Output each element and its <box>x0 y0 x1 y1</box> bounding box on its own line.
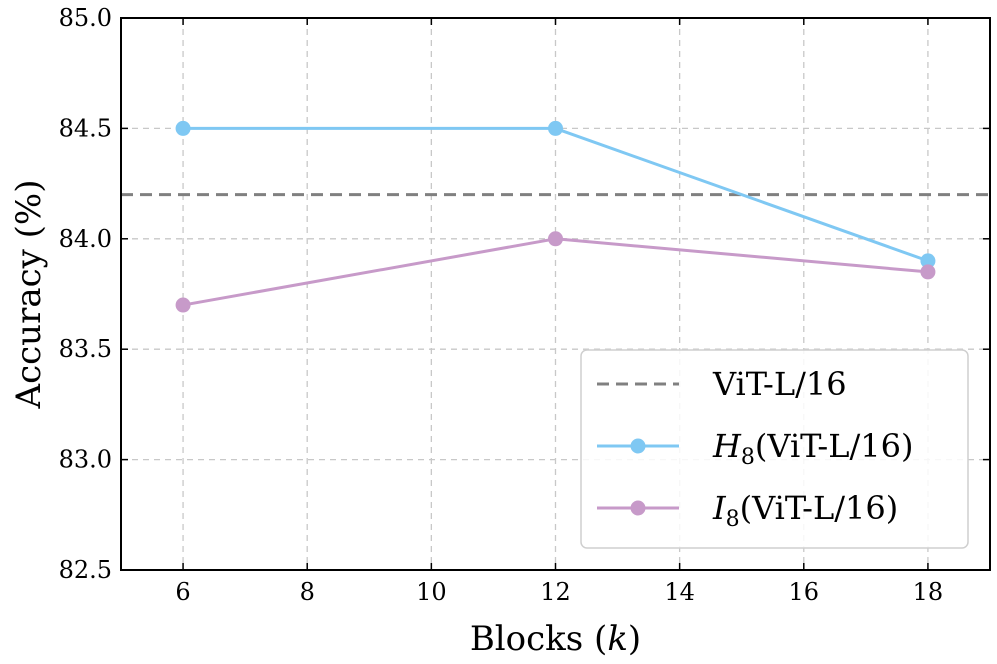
legend-symbol: I <box>712 489 727 527</box>
y-tick-label: 82.5 <box>59 556 112 584</box>
ticks: 6 8 10 12 14 16 18 82.5 83.0 83.5 84.0 84.5 85.0 <box>59 4 990 606</box>
x-tick-label: 10 <box>416 578 447 606</box>
data-point <box>920 253 936 269</box>
legend-baseline-label: ViT-L/16 <box>712 365 847 403</box>
y-tick-label: 84.0 <box>59 225 112 253</box>
series-1 <box>175 120 936 269</box>
legend-subscript: 8 <box>726 507 740 532</box>
legend-series-marker <box>630 500 646 516</box>
series <box>175 120 936 313</box>
data-point <box>175 297 191 313</box>
y-tick-label: 83.5 <box>59 335 112 363</box>
legend-suffix: (ViT-L/16) <box>740 489 899 527</box>
legend-symbol: H <box>712 427 742 465</box>
x-tick-label: 6 <box>175 578 190 606</box>
x-tick-label: 8 <box>300 578 315 606</box>
series-2 <box>175 231 936 313</box>
y-tick-label: 85.0 <box>59 4 112 32</box>
legend-series-marker <box>630 438 646 454</box>
x-axis-title: Blocks (k) <box>470 619 641 659</box>
y-tick-label: 84.5 <box>59 114 112 142</box>
legend-box <box>580 349 969 549</box>
y-axis-title: Accuracy (%) <box>9 180 49 410</box>
x-tick-label: 14 <box>664 578 695 606</box>
legend-subscript: 8 <box>741 445 755 470</box>
data-point <box>920 264 936 280</box>
x-tick-label: 16 <box>789 578 820 606</box>
data-point <box>548 231 563 247</box>
x-tick-label: 18 <box>913 578 944 606</box>
legend-suffix: (ViT-L/16) <box>755 427 914 465</box>
y-tick-label: 83.0 <box>59 446 112 474</box>
data-point <box>548 120 563 136</box>
legend-series-label: I8(ViT-L/16) <box>712 489 898 532</box>
legend-series-label: H8(ViT-L/16) <box>712 427 913 470</box>
data-point <box>175 120 191 136</box>
x-tick-label: 12 <box>540 578 571 606</box>
